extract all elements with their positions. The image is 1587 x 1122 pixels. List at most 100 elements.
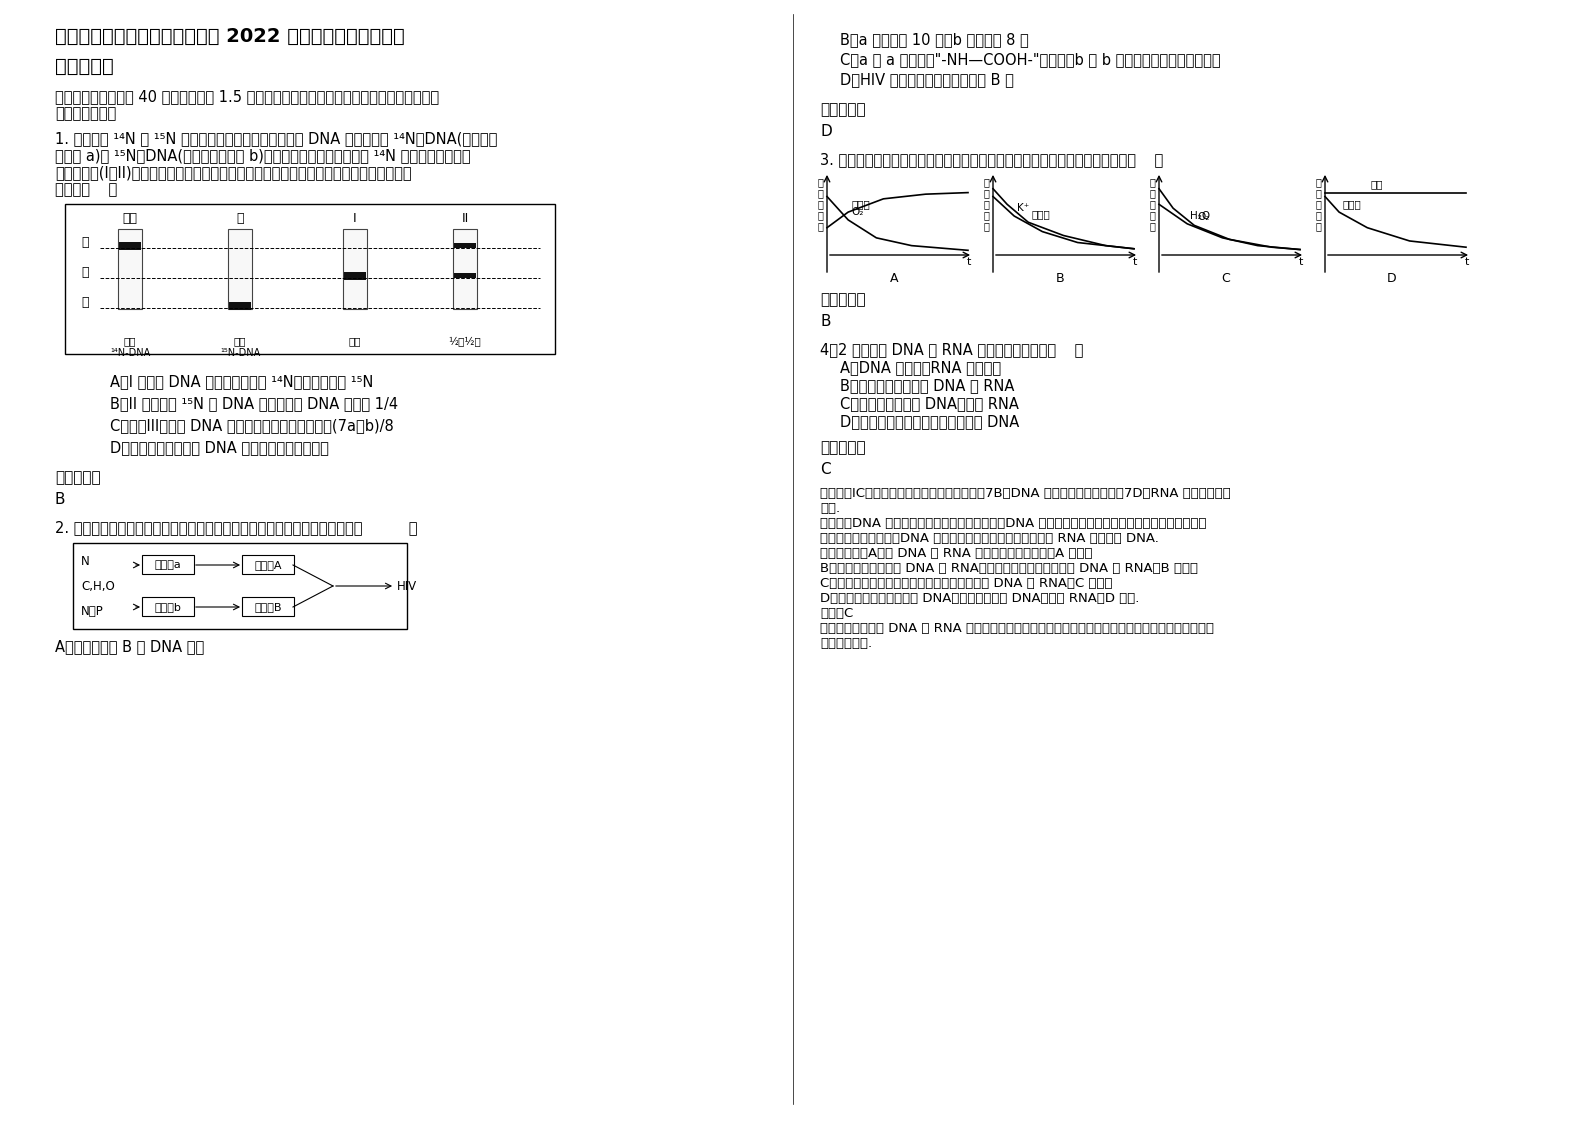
Text: C．原核细胞中既有 DNA，也有 RNA: C．原核细胞中既有 DNA，也有 RNA [840,396,1019,411]
FancyBboxPatch shape [344,272,367,280]
Text: 物: 物 [1151,177,1155,187]
Text: 量: 量 [1316,221,1322,231]
Text: A．DNA 有氢键，RNA 没有氢键: A．DNA 有氢键，RNA 没有氢键 [840,360,1001,375]
Text: t: t [1465,257,1470,267]
Text: D: D [1387,272,1397,285]
Text: 物: 物 [984,177,990,187]
Text: t: t [1133,257,1136,267]
Text: 全中: 全中 [349,335,362,346]
Text: N、P: N、P [81,605,103,618]
Text: K⁺: K⁺ [1017,203,1030,213]
FancyBboxPatch shape [454,273,476,278]
Text: D: D [820,125,832,139]
Text: A: A [890,272,898,285]
Text: 收: 收 [817,210,824,220]
Text: 质: 质 [1316,188,1322,197]
Text: 大分子A: 大分子A [254,560,282,570]
Text: 吸: 吸 [817,199,824,209]
Text: 续繁殖两代(I和II)，用某种离心方法分离得到的结果如下图所示。下列对此实验的叙述不正: 续繁殖两代(I和II)，用某种离心方法分离得到的结果如下图所示。下列对此实验的叙… [56,165,411,180]
Text: D．叶绿体、线粒体和核糖体都含有 DNA: D．叶绿体、线粒体和核糖体都含有 DNA [840,414,1019,429]
FancyBboxPatch shape [73,543,406,629]
Text: B．一种病毒同时含有 DNA 和 RNA: B．一种病毒同时含有 DNA 和 RNA [840,378,1014,393]
Text: 参考答案：: 参考答案： [820,440,865,456]
Text: B．a 的种类约 10 种，b 的种类为 8 种: B．a 的种类约 10 种，b 的种类为 8 种 [840,33,1028,47]
Text: C、原核细胞虽然，没有成形的细胞核，但具有 DNA 和 RNA，C 正确；: C、原核细胞虽然，没有成形的细胞核，但具有 DNA 和 RNA，C 正确； [820,577,1112,590]
Text: B: B [820,314,830,329]
Text: N: N [81,555,90,568]
Text: 参考答案：: 参考答案： [56,470,100,485]
Text: 收: 收 [984,210,990,220]
Text: 质: 质 [984,188,990,197]
Text: B: B [56,493,65,507]
Text: 全重: 全重 [233,335,246,346]
Text: C,H,O: C,H,O [81,580,114,594]
FancyBboxPatch shape [65,204,555,355]
Text: 1. 在氮源为 ¹⁴N 和 ¹⁵N 的培养基上生长的大肠杆菌，其 DNA 分子分别为 ¹⁴N－DNA(相对分子: 1. 在氮源为 ¹⁴N 和 ¹⁵N 的培养基上生长的大肠杆菌，其 DNA 分子分… [56,131,497,146]
Text: 脂肪酸: 脂肪酸 [1343,199,1360,209]
Text: 收: 收 [1316,210,1322,220]
FancyBboxPatch shape [241,555,294,574]
Text: 试卷含解析: 试卷含解析 [56,57,114,76]
Text: B、病毒的遗传物质是 DNA 或 RNA，不可能一种病毒同时含有 DNA 和 RNA，B 错误；: B、病毒的遗传物质是 DNA 或 RNA，不可能一种病毒同时含有 DNA 和 R… [820,562,1198,574]
Text: 量: 量 [984,221,990,231]
Text: D、叶绿体、线粒体都含有 DNA，核糖体不含有 DNA，而含 RNA，D 错误.: D、叶绿体、线粒体都含有 DNA，核糖体不含有 DNA，而含 RNA，D 错误. [820,592,1139,605]
Text: ½轻½中: ½轻½中 [449,335,481,346]
Text: 物: 物 [1316,177,1322,187]
Text: I: I [354,212,357,226]
Text: 对照: 对照 [122,212,138,226]
Text: B．II 代细菌含 ¹⁵N 的 DNA 分子占全部 DNA 分子的 1/4: B．II 代细菌含 ¹⁵N 的 DNA 分子占全部 DNA 分子的 1/4 [110,396,398,411]
Text: O₂: O₂ [1197,212,1209,222]
Text: C．预计III代细菌 DNA 分子的平均相对分子质量为(7a＋b)/8: C．预计III代细菌 DNA 分子的平均相对分子质量为(7a＋b)/8 [110,419,394,433]
Text: 收: 收 [1151,210,1155,220]
Text: 吸: 吸 [984,199,990,209]
Text: HIV: HIV [397,579,417,592]
Text: O₂: O₂ [851,206,863,217]
Text: 中: 中 [81,266,89,278]
Text: A．I 代细菌 DNA 分子中一条链是 ¹⁴N，另一条链是 ¹⁵N: A．I 代细菌 DNA 分子中一条链是 ¹⁴N，另一条链是 ¹⁵N [110,374,373,389]
Text: 【分析】DNA 是遗传物质的载体，双螺旋结构；DNA 分子上具有特定遗传信息、能够决定生物的某一: 【分析】DNA 是遗传物质的载体，双螺旋结构；DNA 分子上具有特定遗传信息、能… [820,517,1206,530]
Text: 故选：C: 故选：C [820,607,854,620]
Text: B: B [1055,272,1065,285]
Text: 2. 如下图表示生物体内两种重要化合物的化学组成关系，相关叙述正确的是（          ）: 2. 如下图表示生物体内两种重要化合物的化学组成关系，相关叙述正确的是（ ） [56,519,417,535]
Text: 【点评】本题考查 DNA 和 RNA 的结构及存在细胞的那一结构中，要注意区别真核生物、原核生物、病: 【点评】本题考查 DNA 和 RNA 的结构及存在细胞的那一结构中，要注意区别真… [820,622,1214,635]
FancyBboxPatch shape [229,229,252,309]
Text: 甘油: 甘油 [1370,180,1382,190]
Text: A．图中大分子 B 是 DNA 分子: A．图中大分子 B 是 DNA 分子 [56,640,205,654]
Text: C: C [1222,272,1230,285]
FancyBboxPatch shape [229,302,251,310]
Text: 质: 质 [817,188,824,197]
FancyBboxPatch shape [119,242,141,250]
Text: ¹⁵N-DNA: ¹⁵N-DNA [221,348,260,358]
Text: C: C [820,462,830,477]
Text: t: t [1298,257,1303,267]
Text: 亲: 亲 [236,212,244,226]
Text: 小分子b: 小分子b [154,603,181,611]
Text: 物: 物 [817,177,824,187]
Text: 种类.: 种类. [820,502,840,515]
Text: H₂O: H₂O [1190,211,1211,221]
Text: 题目要求的。）: 题目要求的。） [56,105,116,121]
FancyBboxPatch shape [343,229,367,309]
Text: II: II [462,212,468,226]
Text: 参考答案：: 参考答案： [820,292,865,307]
Text: 全轻: 全轻 [124,335,136,346]
Text: 氨基酸: 氨基酸 [1032,209,1051,219]
Text: D．HIV 的遗传信息储存在大分子 B 中: D．HIV 的遗传信息储存在大分子 B 中 [840,72,1014,88]
Text: 吸: 吸 [1151,199,1155,209]
Text: 参考答案：: 参考答案： [820,102,865,117]
FancyBboxPatch shape [454,243,476,248]
Text: 质量为 a)和 ¹⁵N－DNA(相对分子质量为 b)。将亲代大肠杆菌转移到含 ¹⁴N 的培养基上，再连: 质量为 a)和 ¹⁵N－DNA(相对分子质量为 b)。将亲代大肠杆菌转移到含 ¹… [56,148,471,163]
Text: 重: 重 [81,295,89,309]
FancyBboxPatch shape [452,229,478,309]
Text: 一、选择题（本题共 40 小题，每小题 1.5 分。在每小题给出的四个选项中，只有一项是符合: 一、选择题（本题共 40 小题，每小题 1.5 分。在每小题给出的四个选项中，只… [56,89,440,104]
Text: 量: 量 [817,221,824,231]
Text: 氨基酸: 氨基酸 [851,199,870,209]
Text: 【考点】IC：核酸的种类及主要存在的部位：7B；DNA 分子结构的主要特点：7D；RNA 分子的组成和: 【考点】IC：核酸的种类及主要存在的部位：7B；DNA 分子结构的主要特点：7D… [820,487,1232,500]
Text: 河南省新乡市卫辉上乐村乡中学 2022 年高二生物下学期期末: 河南省新乡市卫辉上乐村乡中学 2022 年高二生物下学期期末 [56,27,405,46]
Text: D．上述实验结果证明 DNA 复制方式为半保留复制: D．上述实验结果证明 DNA 复制方式为半保留复制 [110,440,329,456]
Text: 小分子a: 小分子a [154,560,181,570]
FancyBboxPatch shape [241,597,294,616]
Text: ¹⁴N-DNA: ¹⁴N-DNA [110,348,151,358]
Text: 确的是（    ）: 确的是（ ） [56,182,117,197]
FancyBboxPatch shape [141,597,194,616]
